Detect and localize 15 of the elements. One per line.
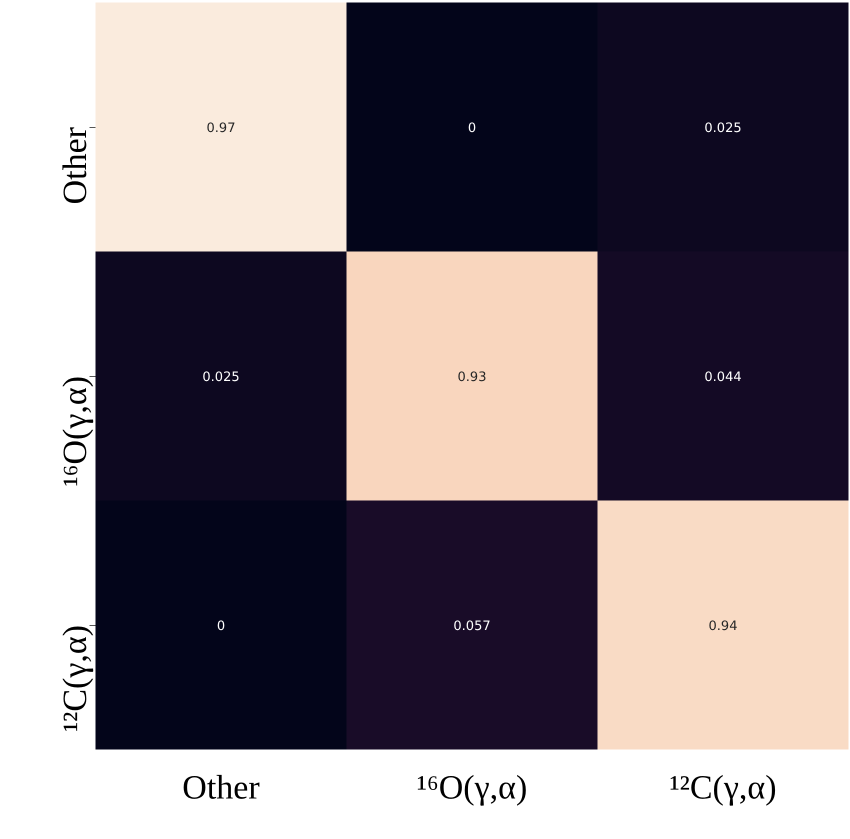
data-label: 0.057 xyxy=(453,619,491,634)
data-label: 0.044 xyxy=(704,370,742,385)
data-label: 0.94 xyxy=(708,619,738,634)
data-label: 0 xyxy=(468,121,476,136)
x-tick-label: Other xyxy=(182,770,260,806)
x-tick-label: ¹²C(γ,α) xyxy=(669,770,777,806)
y-tick-label: ¹⁶O(γ,α) xyxy=(57,376,94,487)
data-label: 0.025 xyxy=(202,370,240,385)
data-label: 0.97 xyxy=(206,121,236,136)
y-tick-label: ¹²C(γ,α) xyxy=(57,625,94,732)
x-tick-label: ¹⁶O(γ,α) xyxy=(416,770,528,806)
data-label: 0.025 xyxy=(704,121,742,136)
data-label: 0 xyxy=(216,619,226,634)
y-tick-label: Other xyxy=(57,126,94,204)
data-label: 0.93 xyxy=(458,370,486,385)
